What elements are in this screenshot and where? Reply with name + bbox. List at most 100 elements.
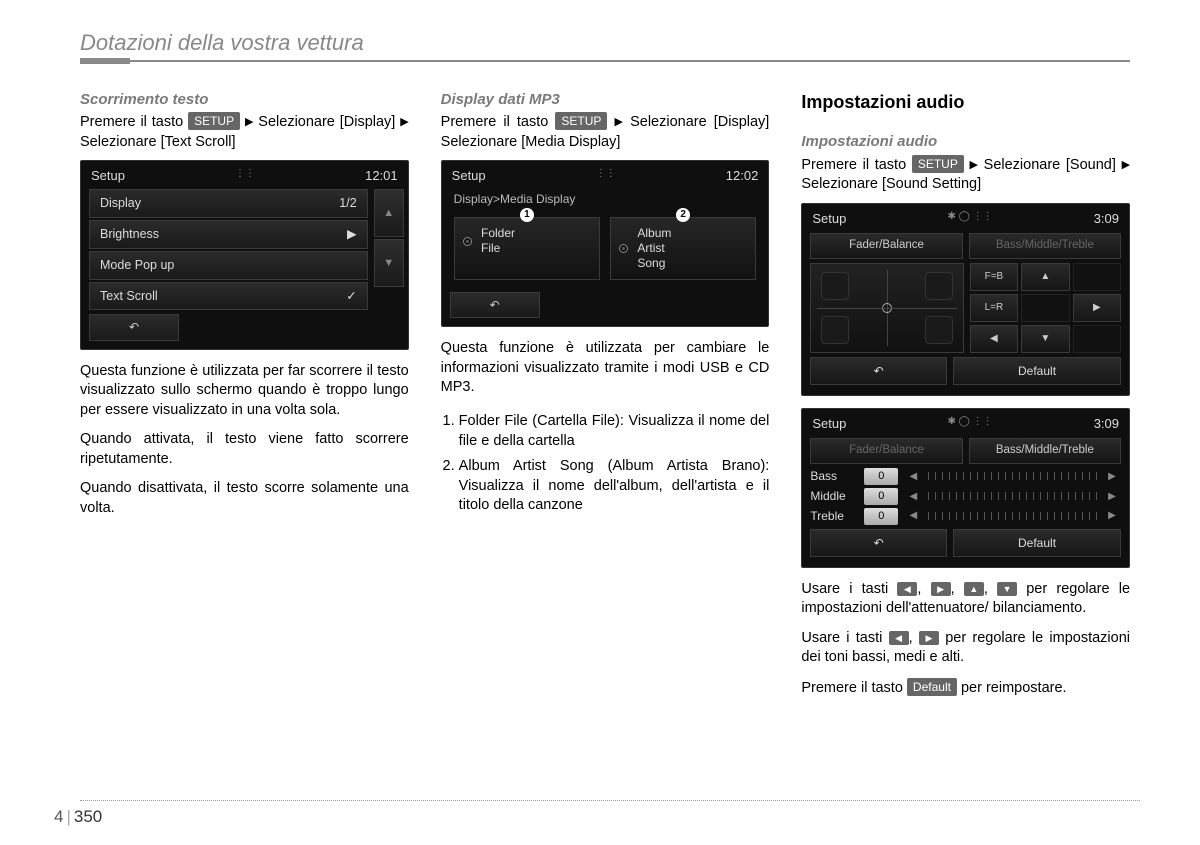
text: Premere il tasto bbox=[441, 114, 556, 130]
device-clock: 12:01 bbox=[365, 167, 398, 185]
option-album-artist-song[interactable]: 2 Album Artist Song bbox=[610, 217, 756, 280]
back-button[interactable]: ↶ bbox=[810, 357, 947, 385]
col2-heading: Display dati MP3 bbox=[441, 90, 770, 110]
radio-icon bbox=[619, 244, 628, 253]
up-button[interactable]: ▲ bbox=[1021, 263, 1069, 291]
tab-fader-balance[interactable]: Fader/Balance bbox=[810, 233, 962, 259]
radio-icon bbox=[463, 237, 472, 246]
device-screenshot-fader-balance: Setup ✱ ◯ ⋮⋮ 3:09 Fader/Balance Bass/Mid… bbox=[801, 203, 1130, 396]
decrease-button[interactable]: ◀ bbox=[904, 509, 922, 523]
value: 0 bbox=[864, 508, 898, 525]
label: Artist bbox=[637, 241, 664, 255]
col3-p3: Premere il tasto Default per reimpostare… bbox=[801, 678, 1130, 699]
blank bbox=[1073, 263, 1121, 291]
device-clock: 12:02 bbox=[726, 167, 759, 185]
menu-item-text-scroll[interactable]: Text Scroll ✓ bbox=[89, 282, 368, 311]
default-button[interactable]: Default bbox=[953, 357, 1121, 385]
text: Premere il tasto bbox=[801, 680, 907, 696]
label: Folder bbox=[481, 226, 515, 240]
col1-instruction: Premere il tasto SETUP ▶ Selezionare [Di… bbox=[80, 112, 409, 152]
column-2: Display dati MP3 Premere il tasto SETUP … bbox=[441, 90, 770, 709]
header-rule bbox=[80, 60, 1130, 62]
left-key-icon: ◀ bbox=[897, 582, 917, 596]
breadcrumb: Display>Media Display bbox=[444, 189, 767, 213]
left-key-icon: ◀ bbox=[889, 631, 909, 645]
label: Display bbox=[100, 195, 141, 212]
menu-item-mode-popup[interactable]: Mode Pop up bbox=[89, 251, 368, 280]
page-footer: 4|350 bbox=[0, 800, 1200, 827]
bass-row: Bass 0 ◀ ▶ bbox=[810, 468, 1121, 485]
slider-ticks[interactable] bbox=[928, 512, 1097, 520]
menu-item-display[interactable]: Display 1/2 bbox=[89, 189, 368, 218]
text: Selezionare [Text Scroll] bbox=[80, 134, 236, 150]
list-item: Album Artist Song (Album Artista Brano):… bbox=[459, 457, 770, 516]
setup-key: SETUP bbox=[912, 155, 964, 173]
increase-button[interactable]: ▶ bbox=[1103, 490, 1121, 504]
label: Mode Pop up bbox=[100, 257, 174, 274]
device-title: Setup bbox=[452, 167, 486, 185]
scroll-up-button[interactable]: ▲ bbox=[374, 189, 404, 237]
label: File bbox=[481, 241, 500, 255]
down-button[interactable]: ▼ bbox=[1021, 325, 1069, 353]
device-title: Setup bbox=[91, 167, 125, 185]
seat-icon bbox=[925, 316, 953, 344]
page-indicator: 1/2 bbox=[339, 195, 356, 212]
label: Brightness bbox=[100, 226, 159, 243]
device-screenshot-bmt: Setup ✱ ◯ ⋮⋮ 3:09 Fader/Balance Bass/Mid… bbox=[801, 408, 1130, 568]
label: Album bbox=[637, 226, 671, 240]
value: 0 bbox=[864, 488, 898, 505]
default-button[interactable]: Default bbox=[953, 529, 1121, 557]
increase-button[interactable]: ▶ bbox=[1103, 509, 1121, 523]
seat-icon bbox=[821, 316, 849, 344]
left-button[interactable]: ◀ bbox=[970, 325, 1018, 353]
status-icon: ✱ ◯ ⋮⋮ bbox=[947, 415, 992, 433]
setup-key: SETUP bbox=[555, 112, 607, 130]
tab-bass-middle-treble[interactable]: Bass/Middle/Treble bbox=[969, 233, 1121, 259]
label: Text Scroll bbox=[100, 288, 158, 305]
fb-label: L=R bbox=[970, 294, 1018, 322]
right-button[interactable]: ▶ bbox=[1073, 294, 1121, 322]
arrow-right-icon: ▶ bbox=[245, 115, 253, 130]
col1-p2: Quando attivata, il testo viene fatto sc… bbox=[80, 430, 409, 469]
right-key-icon: ▶ bbox=[931, 582, 951, 596]
menu-item-brightness[interactable]: Brightness ▶ bbox=[89, 220, 368, 249]
text: Selezionare [Sound] bbox=[984, 157, 1122, 173]
fb-label: F=B bbox=[970, 263, 1018, 291]
col3-p1: Usare i tasti ◀, ▶, ▲, ▼ per regolare le… bbox=[801, 580, 1130, 619]
arrow-right-icon: ▶ bbox=[615, 115, 623, 130]
device-title: Setup bbox=[812, 210, 846, 228]
blank bbox=[1073, 325, 1121, 353]
option-folder-file[interactable]: 1 Folder File bbox=[454, 217, 600, 280]
status-icon: ⋮⋮ bbox=[596, 167, 616, 185]
decrease-button[interactable]: ◀ bbox=[904, 490, 922, 504]
tab-fader-balance[interactable]: Fader/Balance bbox=[810, 438, 962, 464]
label: Treble bbox=[810, 508, 858, 524]
callout-2: 2 bbox=[676, 208, 690, 222]
tab-bass-middle-treble[interactable]: Bass/Middle/Treble bbox=[969, 438, 1121, 464]
label: Middle bbox=[810, 488, 858, 504]
up-key-icon: ▲ bbox=[964, 582, 984, 596]
back-button[interactable]: ↶ bbox=[810, 529, 947, 557]
col3-section: Impostazioni audio bbox=[801, 90, 1130, 114]
right-key-icon: ▶ bbox=[919, 631, 939, 645]
back-button[interactable]: ↶ bbox=[450, 292, 540, 318]
default-key: Default bbox=[907, 678, 957, 696]
increase-button[interactable]: ▶ bbox=[1103, 470, 1121, 484]
fader-balance-field[interactable] bbox=[810, 263, 963, 353]
slider-ticks[interactable] bbox=[928, 492, 1097, 500]
column-3: Impostazioni audio Impostazioni audio Pr… bbox=[801, 90, 1130, 709]
device-screenshot-text-scroll: Setup ⋮⋮ 12:01 Display 1/2 Brightness ▶ … bbox=[80, 160, 409, 349]
seat-icon bbox=[925, 272, 953, 300]
decrease-button[interactable]: ◀ bbox=[904, 470, 922, 484]
running-head: Dotazioni della vostra vettura bbox=[80, 30, 1130, 56]
back-button[interactable]: ↶ bbox=[89, 314, 179, 340]
text: Usare i tasti bbox=[801, 630, 888, 646]
page-number: 350 bbox=[74, 807, 102, 826]
text: Selezionare [Sound Setting] bbox=[801, 176, 981, 192]
text: Selezionare [Display] bbox=[258, 114, 400, 130]
treble-row: Treble 0 ◀ ▶ bbox=[810, 508, 1121, 525]
slider-ticks[interactable] bbox=[928, 472, 1097, 480]
col2-instruction: Premere il tasto SETUP ▶ Selezionare [Di… bbox=[441, 112, 770, 152]
label: Bass bbox=[810, 468, 858, 484]
scroll-down-button[interactable]: ▼ bbox=[374, 239, 404, 287]
